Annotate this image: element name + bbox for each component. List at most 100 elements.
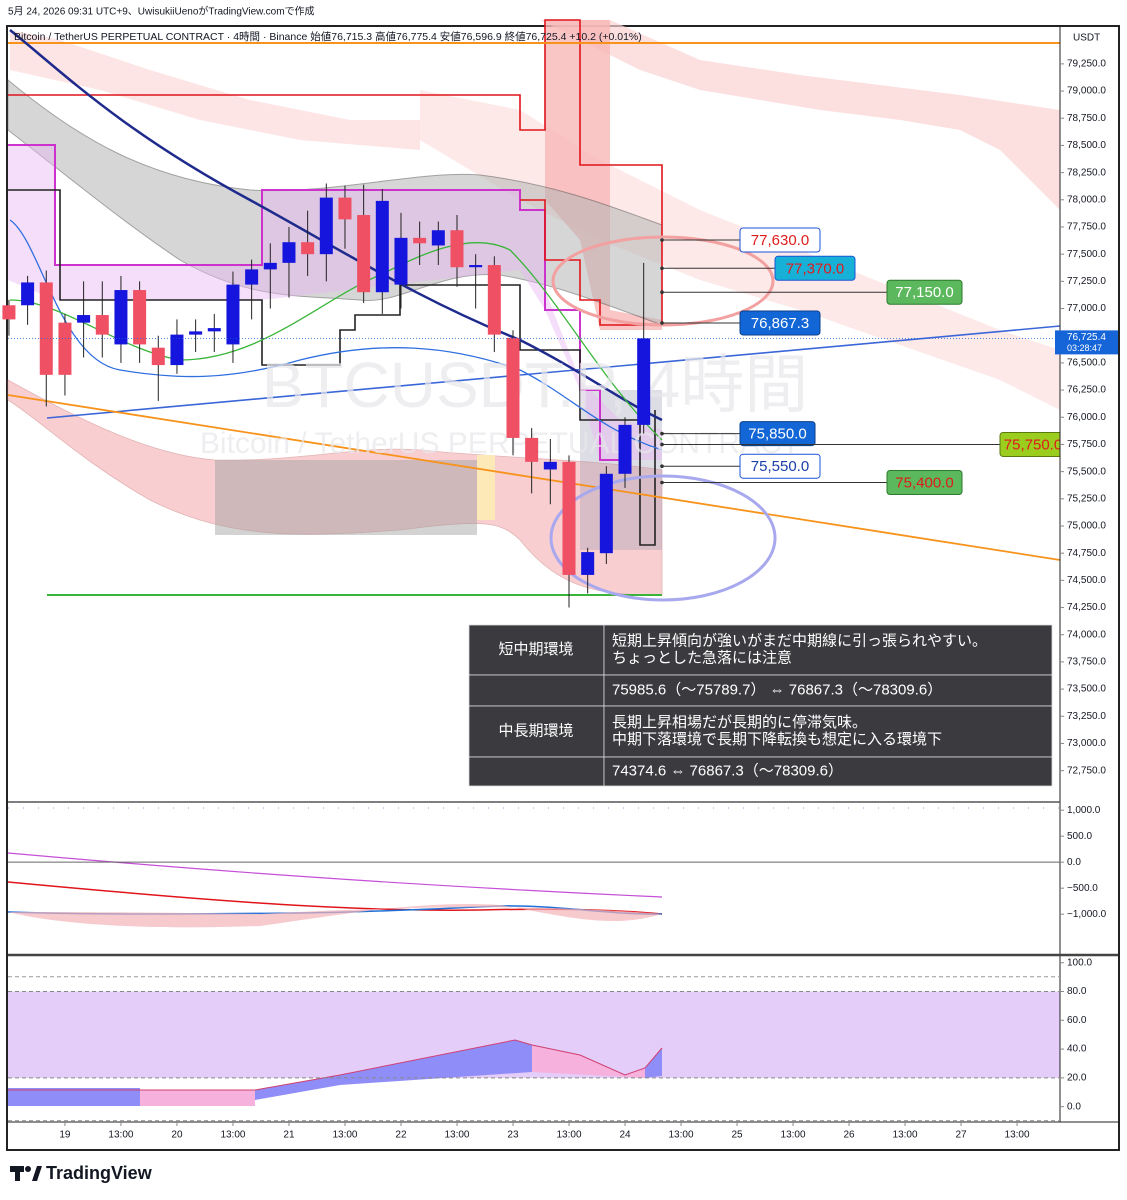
candle-body [394, 237, 408, 285]
y-tick-label: 74,500.0 [1067, 575, 1106, 586]
histogram-area [8, 904, 662, 928]
row-label: 短中期環境 [498, 640, 573, 658]
candle-body [207, 328, 221, 332]
y-tick-label: 20.0 [1067, 1072, 1087, 1083]
anchor-dot [660, 464, 664, 468]
candle-body [189, 331, 203, 335]
candle-body [543, 461, 557, 470]
last-price-box [1055, 330, 1118, 355]
y-tick-label: 75,250.0 [1067, 493, 1106, 504]
x-tick-label: 21 [283, 1130, 295, 1141]
candle-body [357, 215, 371, 293]
price-label-box [774, 255, 856, 281]
price-label: 77,630.0 [751, 232, 809, 249]
rsi-area [255, 1040, 532, 1100]
rsi-area [645, 1048, 662, 1078]
x-tick-label: 25 [731, 1130, 743, 1141]
candle-body [170, 334, 184, 366]
candle-body [114, 290, 128, 345]
price-label-box [739, 227, 821, 253]
brand: TradingView [46, 1163, 153, 1183]
candle-body [301, 242, 315, 255]
price-label: 75,750.0 [1004, 436, 1062, 453]
price-label: 77,370.0 [786, 260, 844, 277]
rsi-area [140, 1090, 255, 1106]
trend-line [7, 394, 1061, 561]
rsi-line [8, 1039, 663, 1091]
candle-body [413, 237, 427, 244]
y-tick-label: 73,000.0 [1067, 738, 1106, 749]
anchor-dot [660, 480, 664, 485]
candle-body [431, 230, 445, 246]
candle-body [450, 230, 464, 268]
candle-body [525, 437, 539, 462]
y-tick-label: 74,750.0 [1067, 548, 1106, 559]
y-tick-label: 78,250.0 [1067, 167, 1106, 178]
candle-body [469, 265, 483, 268]
moving-average [9, 29, 663, 422]
candle-body [581, 552, 595, 575]
candle-body [58, 322, 72, 375]
row-text: 長期上昇相場だが長期的に停滞気味。 [612, 714, 867, 731]
price-label-box [886, 279, 963, 305]
candle-body [338, 197, 352, 220]
y-tick-label: 79,000.0 [1067, 86, 1106, 97]
table-cell [603, 674, 1053, 707]
y-tick-label: −500.0 [1067, 883, 1098, 894]
price-label: 75,850.0 [748, 426, 806, 443]
price-label-box [739, 421, 816, 447]
y-tick-label: 78,500.0 [1067, 140, 1106, 151]
y-tick-label: 78,750.0 [1067, 113, 1106, 124]
y-tick-label: 78,000.0 [1067, 194, 1106, 205]
row-text: ちょっとした急落には注意 [612, 648, 792, 666]
candle-body [618, 424, 632, 474]
cloud [540, 20, 1060, 210]
watermark: Bitcoin / TetherUS PERPETUAL CONTRACT [200, 427, 800, 460]
y-tick-label: 73,500.0 [1067, 684, 1106, 695]
x-tick-label: 13:00 [332, 1130, 357, 1141]
x-tick-label: 26 [843, 1130, 855, 1141]
x-tick-label: 22 [395, 1130, 407, 1141]
macd-line [7, 852, 663, 898]
price-label: 77,150.0 [895, 284, 953, 301]
y-tick-label: 76,000.0 [1067, 412, 1106, 423]
y-tick-label: 1,000.0 [1067, 805, 1101, 816]
x-tick-label: 13:00 [444, 1130, 469, 1141]
y-tick-label: 500.0 [1067, 831, 1092, 842]
x-tick-label: 13:00 [893, 1130, 918, 1141]
cloud [10, 30, 420, 150]
candle-body [506, 337, 520, 438]
x-tick-label: 13:00 [556, 1130, 581, 1141]
y-tick-label: 77,250.0 [1067, 276, 1106, 287]
y-tick-label: 0.0 [1067, 1101, 1081, 1112]
candle-body [2, 305, 16, 320]
candle-body [133, 290, 147, 345]
brand-logo [32, 1166, 42, 1181]
y-tick-label: 74,000.0 [1067, 629, 1106, 640]
highlight-ellipse [551, 235, 775, 327]
candle-body [599, 473, 613, 554]
trend-line [46, 325, 1061, 419]
brand-logo [25, 1166, 31, 1172]
y-tick-label: 0.0 [1067, 857, 1081, 868]
price-label-box [739, 453, 821, 479]
last-price-label: 76,725.4 [1067, 332, 1106, 343]
band [477, 455, 495, 520]
y-tick-label: 80.0 [1067, 986, 1087, 997]
y-tick-label: 75,750.0 [1067, 439, 1106, 450]
cloud [8, 145, 662, 460]
x-tick-label: 13:00 [1005, 1130, 1030, 1141]
row-label: 中長期環境 [498, 721, 573, 739]
candle-body [21, 282, 35, 306]
candle-body [562, 461, 576, 575]
x-tick-label: 24 [619, 1130, 631, 1141]
moving-average [9, 219, 663, 451]
price-label-box [886, 470, 963, 496]
table-cell [603, 705, 1053, 758]
price-axis [1060, 27, 1118, 1149]
candle-body [375, 200, 389, 293]
countdown: 03:28:47 [1067, 343, 1102, 353]
x-tick-label: 13:00 [669, 1130, 694, 1141]
candle-body [95, 315, 109, 335]
